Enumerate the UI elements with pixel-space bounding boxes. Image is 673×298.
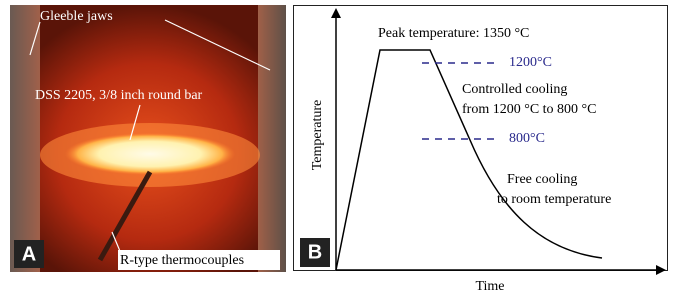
label: R-type thermocouples [120, 253, 244, 268]
panel-letter: A [22, 243, 36, 265]
axis-label: Temperature [310, 100, 325, 171]
label: DSS 2205, 3/8 inch round bar [35, 88, 203, 103]
label: Controlled cooling [462, 82, 567, 97]
jaw [10, 5, 40, 272]
panel-frame [294, 6, 668, 271]
label: from 1200 °C to 800 °C [462, 102, 596, 117]
label: to room temperature [497, 192, 611, 207]
jaw [258, 5, 286, 272]
hot-bar [65, 133, 235, 175]
panel-b: Peak temperature: 1350 °C 1200°C 800°C C… [294, 6, 668, 295]
axis-label: Time [475, 279, 504, 294]
label: Peak temperature: 1350 °C [378, 26, 529, 41]
figure: Gleeble jaws DSS 2205, 3/8 inch round ba… [0, 0, 673, 298]
label: 800°C [509, 131, 545, 146]
label: 1200°C [509, 55, 552, 70]
label: Gleeble jaws [40, 9, 113, 24]
label: Free cooling [507, 172, 577, 187]
panel-a: Gleeble jaws DSS 2205, 3/8 inch round ba… [10, 5, 286, 272]
panel-letter: B [308, 241, 322, 263]
